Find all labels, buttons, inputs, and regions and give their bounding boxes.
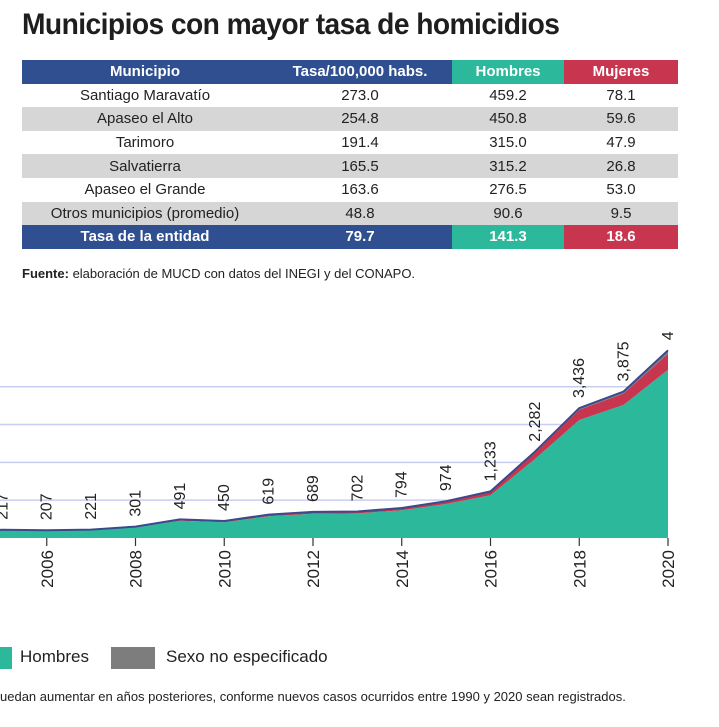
value-label: 702 [349, 475, 366, 502]
cell-hombres: 276.5 [452, 177, 564, 202]
header-tasa: Tasa/100,000 habs. [268, 60, 452, 84]
value-label: 217 [0, 493, 11, 520]
value-label: 2,282 [527, 402, 544, 442]
area-hombres [0, 369, 668, 538]
table-header-row: Municipio Tasa/100,000 habs. Hombres Muj… [22, 60, 678, 84]
cell-total-hombres: 141.3 [452, 225, 564, 249]
value-label: 794 [394, 471, 411, 498]
cell-tasa: 191.4 [268, 130, 452, 155]
value-label: 301 [128, 490, 145, 517]
value-label: 221 [83, 493, 100, 520]
table-total-row: Tasa de la entidad 79.7 141.3 18.6 [22, 225, 678, 249]
cell-tasa: 48.8 [268, 201, 452, 226]
cell-total-mujeres: 18.6 [564, 225, 678, 249]
x-tick-label: 2010 [215, 550, 234, 588]
x-tick-label: 2008 [127, 550, 146, 588]
homicides-area-chart: 217 207 221 301 491 450 619 689 702 794 974 1,233 2,… [0, 330, 678, 588]
table-row: Otros municipios (promedio) 48.8 90.6 9.… [22, 201, 678, 226]
value-label: 207 [39, 493, 56, 520]
table-row: Tarimoro 191.4 315.0 47.9 [22, 130, 678, 155]
chart-title: Municipios con mayor tasa de homicidios [22, 8, 560, 41]
value-label: 450 [216, 484, 233, 511]
cell-mujeres: 9.5 [564, 201, 678, 226]
value-label: 3,875 [616, 341, 633, 381]
x-tick-label: 2016 [482, 550, 501, 588]
legend-label-hombres: Hombres [20, 647, 89, 666]
cell-hombres: 315.2 [452, 154, 564, 178]
header-mujeres: Mujeres [564, 60, 678, 84]
value-label: 491 [172, 483, 189, 510]
cell-mujeres: 53.0 [564, 177, 678, 202]
value-label: 1,233 [483, 441, 500, 481]
cell-hombres: 459.2 [452, 83, 564, 108]
value-label: 4,964 [660, 330, 677, 340]
cell-municipio: Salvatierra [22, 154, 268, 178]
cell-hombres: 90.6 [452, 201, 564, 226]
value-label: 3,436 [571, 358, 588, 398]
cell-municipio: Tarimoro [22, 130, 268, 155]
table-row: Santiago Maravatío 273.0 459.2 78.1 [22, 83, 678, 108]
value-label: 974 [438, 464, 455, 491]
homicide-rate-table: Municipio Tasa/100,000 habs. Hombres Muj… [22, 60, 678, 249]
table-row: Apaseo el Grande 163.6 276.5 53.0 [22, 177, 678, 202]
legend-swatch-no-especificado [111, 647, 155, 669]
cell-tasa: 254.8 [268, 107, 452, 131]
x-tick-label: 2012 [304, 550, 323, 588]
cell-tasa: 163.6 [268, 177, 452, 202]
legend-swatch-hombres [0, 647, 12, 669]
value-label: 619 [261, 478, 278, 505]
x-tick-label: 2018 [570, 550, 589, 588]
total-line [0, 349, 669, 532]
table-row: Apaseo el Alto 254.8 450.8 59.6 [22, 107, 678, 131]
cell-municipio: Apaseo el Alto [22, 107, 268, 131]
source-note: Fuente: elaboración de MUCD con datos de… [22, 266, 415, 281]
header-municipio: Municipio [22, 60, 268, 84]
value-label: 689 [305, 475, 322, 502]
cell-hombres: 450.8 [452, 107, 564, 131]
cell-total-tasa: 79.7 [268, 225, 452, 249]
x-tick-label: 2014 [393, 550, 412, 588]
area-mujeres [0, 353, 668, 531]
cell-municipio: Santiago Maravatío [22, 83, 268, 108]
source-text: elaboración de MUCD con datos del INEGI … [68, 266, 416, 281]
cell-hombres: 315.0 [452, 130, 564, 155]
cell-mujeres: 47.9 [564, 130, 678, 155]
cell-total-label: Tasa de la entidad [22, 225, 268, 249]
cell-mujeres: 59.6 [564, 107, 678, 131]
source-label: Fuente: [22, 266, 69, 281]
cell-mujeres: 78.1 [564, 83, 678, 108]
cell-municipio: Otros municipios (promedio) [22, 201, 268, 226]
legend-label-no-especificado: Sexo no especificado [166, 647, 328, 666]
x-tick-label: 2020 [659, 550, 678, 588]
table-row: Salvatierra 165.5 315.2 26.8 [22, 154, 678, 178]
cell-mujeres: 26.8 [564, 154, 678, 178]
footnote: uedan aumentar en años posteriores, conf… [0, 689, 626, 704]
x-tick-label: 2006 [38, 550, 57, 588]
header-hombres: Hombres [452, 60, 564, 84]
cell-tasa: 165.5 [268, 154, 452, 178]
cell-tasa: 273.0 [268, 83, 452, 108]
cell-municipio: Apaseo el Grande [22, 177, 268, 202]
